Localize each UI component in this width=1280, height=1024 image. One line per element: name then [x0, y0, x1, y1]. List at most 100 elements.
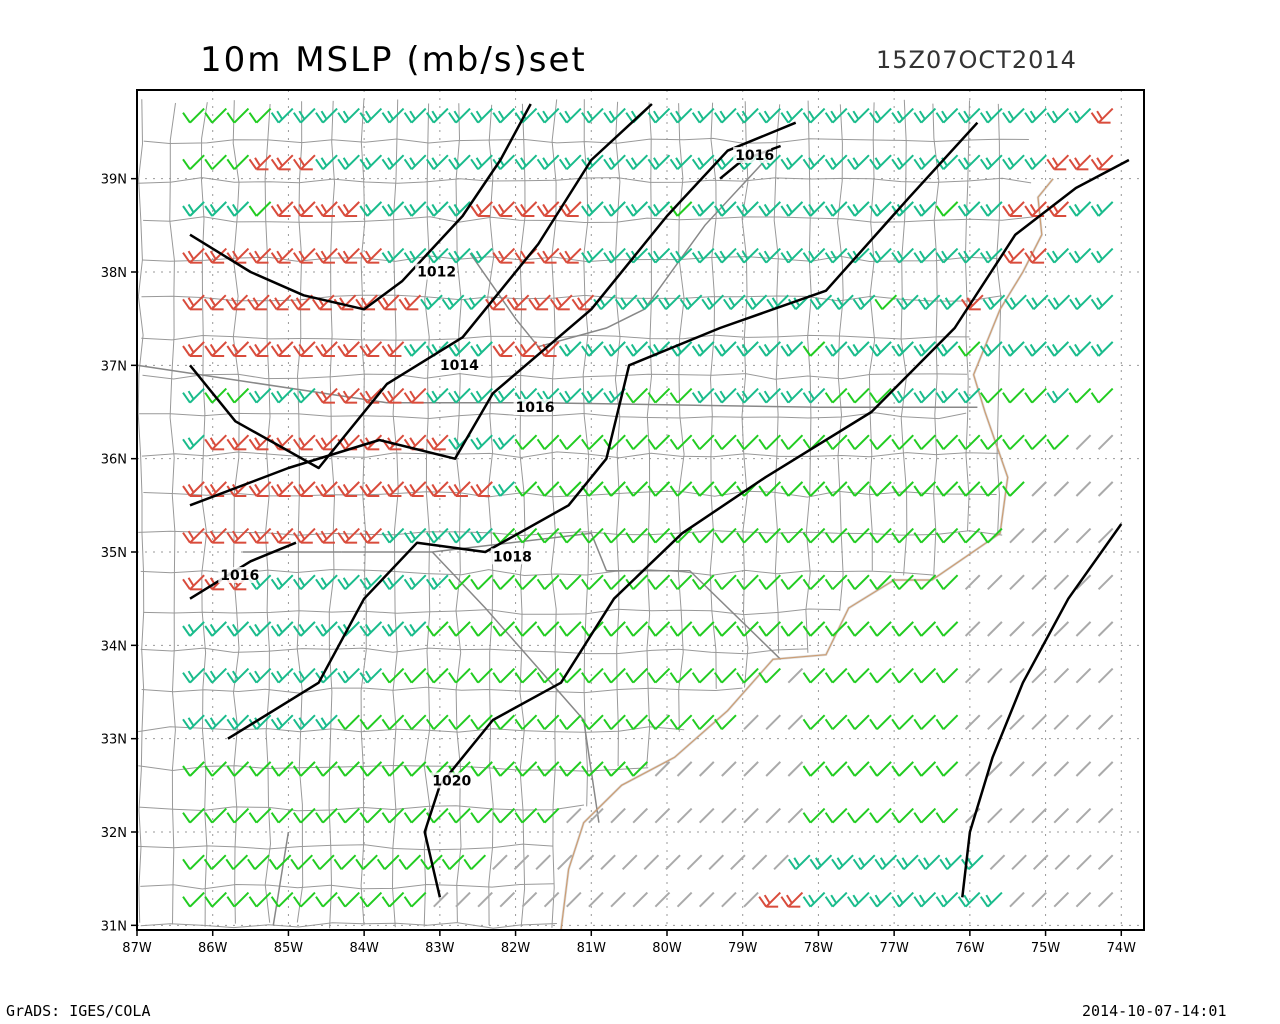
wind-barb [780, 621, 804, 637]
wind-barb [939, 294, 962, 311]
barb-shaft [632, 621, 649, 637]
barb-shaft [964, 341, 981, 357]
wind-barb [1032, 854, 1049, 871]
wind-barb [292, 891, 316, 908]
wind-barb [204, 891, 228, 908]
wind-barb [1009, 761, 1025, 777]
barb-feather [691, 625, 701, 637]
barb-feather [381, 578, 391, 590]
barb-shaft [903, 854, 919, 871]
barb-shaft [477, 761, 493, 777]
wind-barb [470, 667, 493, 684]
wind-barb [226, 891, 250, 908]
wind-barb [182, 107, 205, 124]
wind-barb [1025, 294, 1049, 311]
wind-barb [425, 527, 449, 544]
barb-feather [403, 532, 413, 544]
barb-shaft [1032, 854, 1049, 871]
barb-shaft [831, 434, 848, 451]
wind-barb [536, 527, 560, 544]
barb-feather [1029, 343, 1037, 353]
barb-feather [846, 112, 856, 124]
barb-shaft [410, 807, 427, 824]
barb-feather [581, 252, 590, 264]
barb-feather [204, 205, 213, 217]
barb-feather [874, 110, 882, 120]
barb-feather [298, 717, 306, 727]
barb-feather [226, 205, 236, 217]
barb-shaft [319, 294, 335, 311]
wind-barb [359, 714, 383, 731]
wind-barb [802, 621, 826, 637]
barb-shaft [189, 621, 205, 637]
barb-shaft [410, 107, 427, 124]
barb-feather [808, 203, 815, 213]
wind-barb [1024, 434, 1047, 451]
barb-feather [409, 623, 416, 633]
wind-barb [381, 807, 405, 824]
wind-barb [979, 527, 1003, 544]
wind-barb [182, 201, 205, 217]
barb-feather [226, 718, 236, 730]
wind-barb [359, 201, 383, 217]
barb-feather [913, 112, 923, 124]
wind-barb [182, 761, 205, 777]
wind-barb [433, 891, 449, 908]
barb-feather [232, 343, 239, 353]
wind-barb [315, 807, 338, 824]
barb-shaft [743, 761, 759, 777]
barb-feather [802, 812, 812, 824]
barb-shaft [787, 481, 804, 497]
x-tick-label: 82W [501, 941, 531, 956]
barb-shaft [1031, 481, 1047, 497]
barb-feather [387, 110, 394, 120]
wind-barb [448, 527, 471, 544]
wind-barb [1031, 807, 1047, 824]
wind-barb [359, 667, 383, 684]
barb-shaft [730, 854, 746, 871]
barb-shaft [211, 527, 228, 544]
barb-feather [758, 252, 767, 264]
barb-feather [913, 205, 923, 217]
wind-barb [292, 154, 316, 171]
barb-shaft [787, 341, 804, 357]
barb-shaft [654, 891, 671, 908]
barb-feather [204, 896, 213, 908]
barb-feather [957, 896, 967, 908]
barb-shaft [942, 107, 959, 124]
barb-feather [292, 392, 302, 404]
barb-feather [824, 896, 834, 908]
barb-shaft [566, 667, 582, 684]
barb-feather [555, 297, 563, 307]
barb-shaft [654, 527, 671, 544]
barb-feather [268, 858, 278, 870]
barb-shaft [721, 247, 737, 264]
barb-shaft [448, 294, 465, 311]
barb-feather [248, 812, 258, 824]
barb-feather [944, 857, 952, 867]
wind-barb [581, 247, 604, 264]
barb-shaft [322, 574, 338, 591]
barb-feather [653, 203, 660, 213]
wind-barb [270, 481, 294, 497]
barb-shaft [433, 481, 449, 497]
barb-shaft [898, 154, 914, 171]
wind-barb [492, 201, 516, 217]
barb-feather [187, 577, 195, 587]
wind-barb [647, 527, 671, 544]
barb-feather [536, 765, 546, 777]
barb-shaft [1053, 154, 1070, 171]
barb-shaft [543, 201, 560, 217]
wind-barb [913, 714, 937, 731]
barb-feather [431, 483, 439, 493]
wind-barb [1009, 891, 1025, 908]
wind-barb [846, 527, 870, 544]
barb-shaft [838, 294, 854, 311]
wind-barb [987, 714, 1003, 731]
barb-shaft [300, 574, 316, 591]
barb-feather [874, 157, 882, 167]
barb-shaft [787, 247, 804, 264]
barb-shaft [521, 154, 538, 171]
x-tick-label: 74W [1107, 941, 1137, 956]
wind-barb [248, 154, 272, 171]
